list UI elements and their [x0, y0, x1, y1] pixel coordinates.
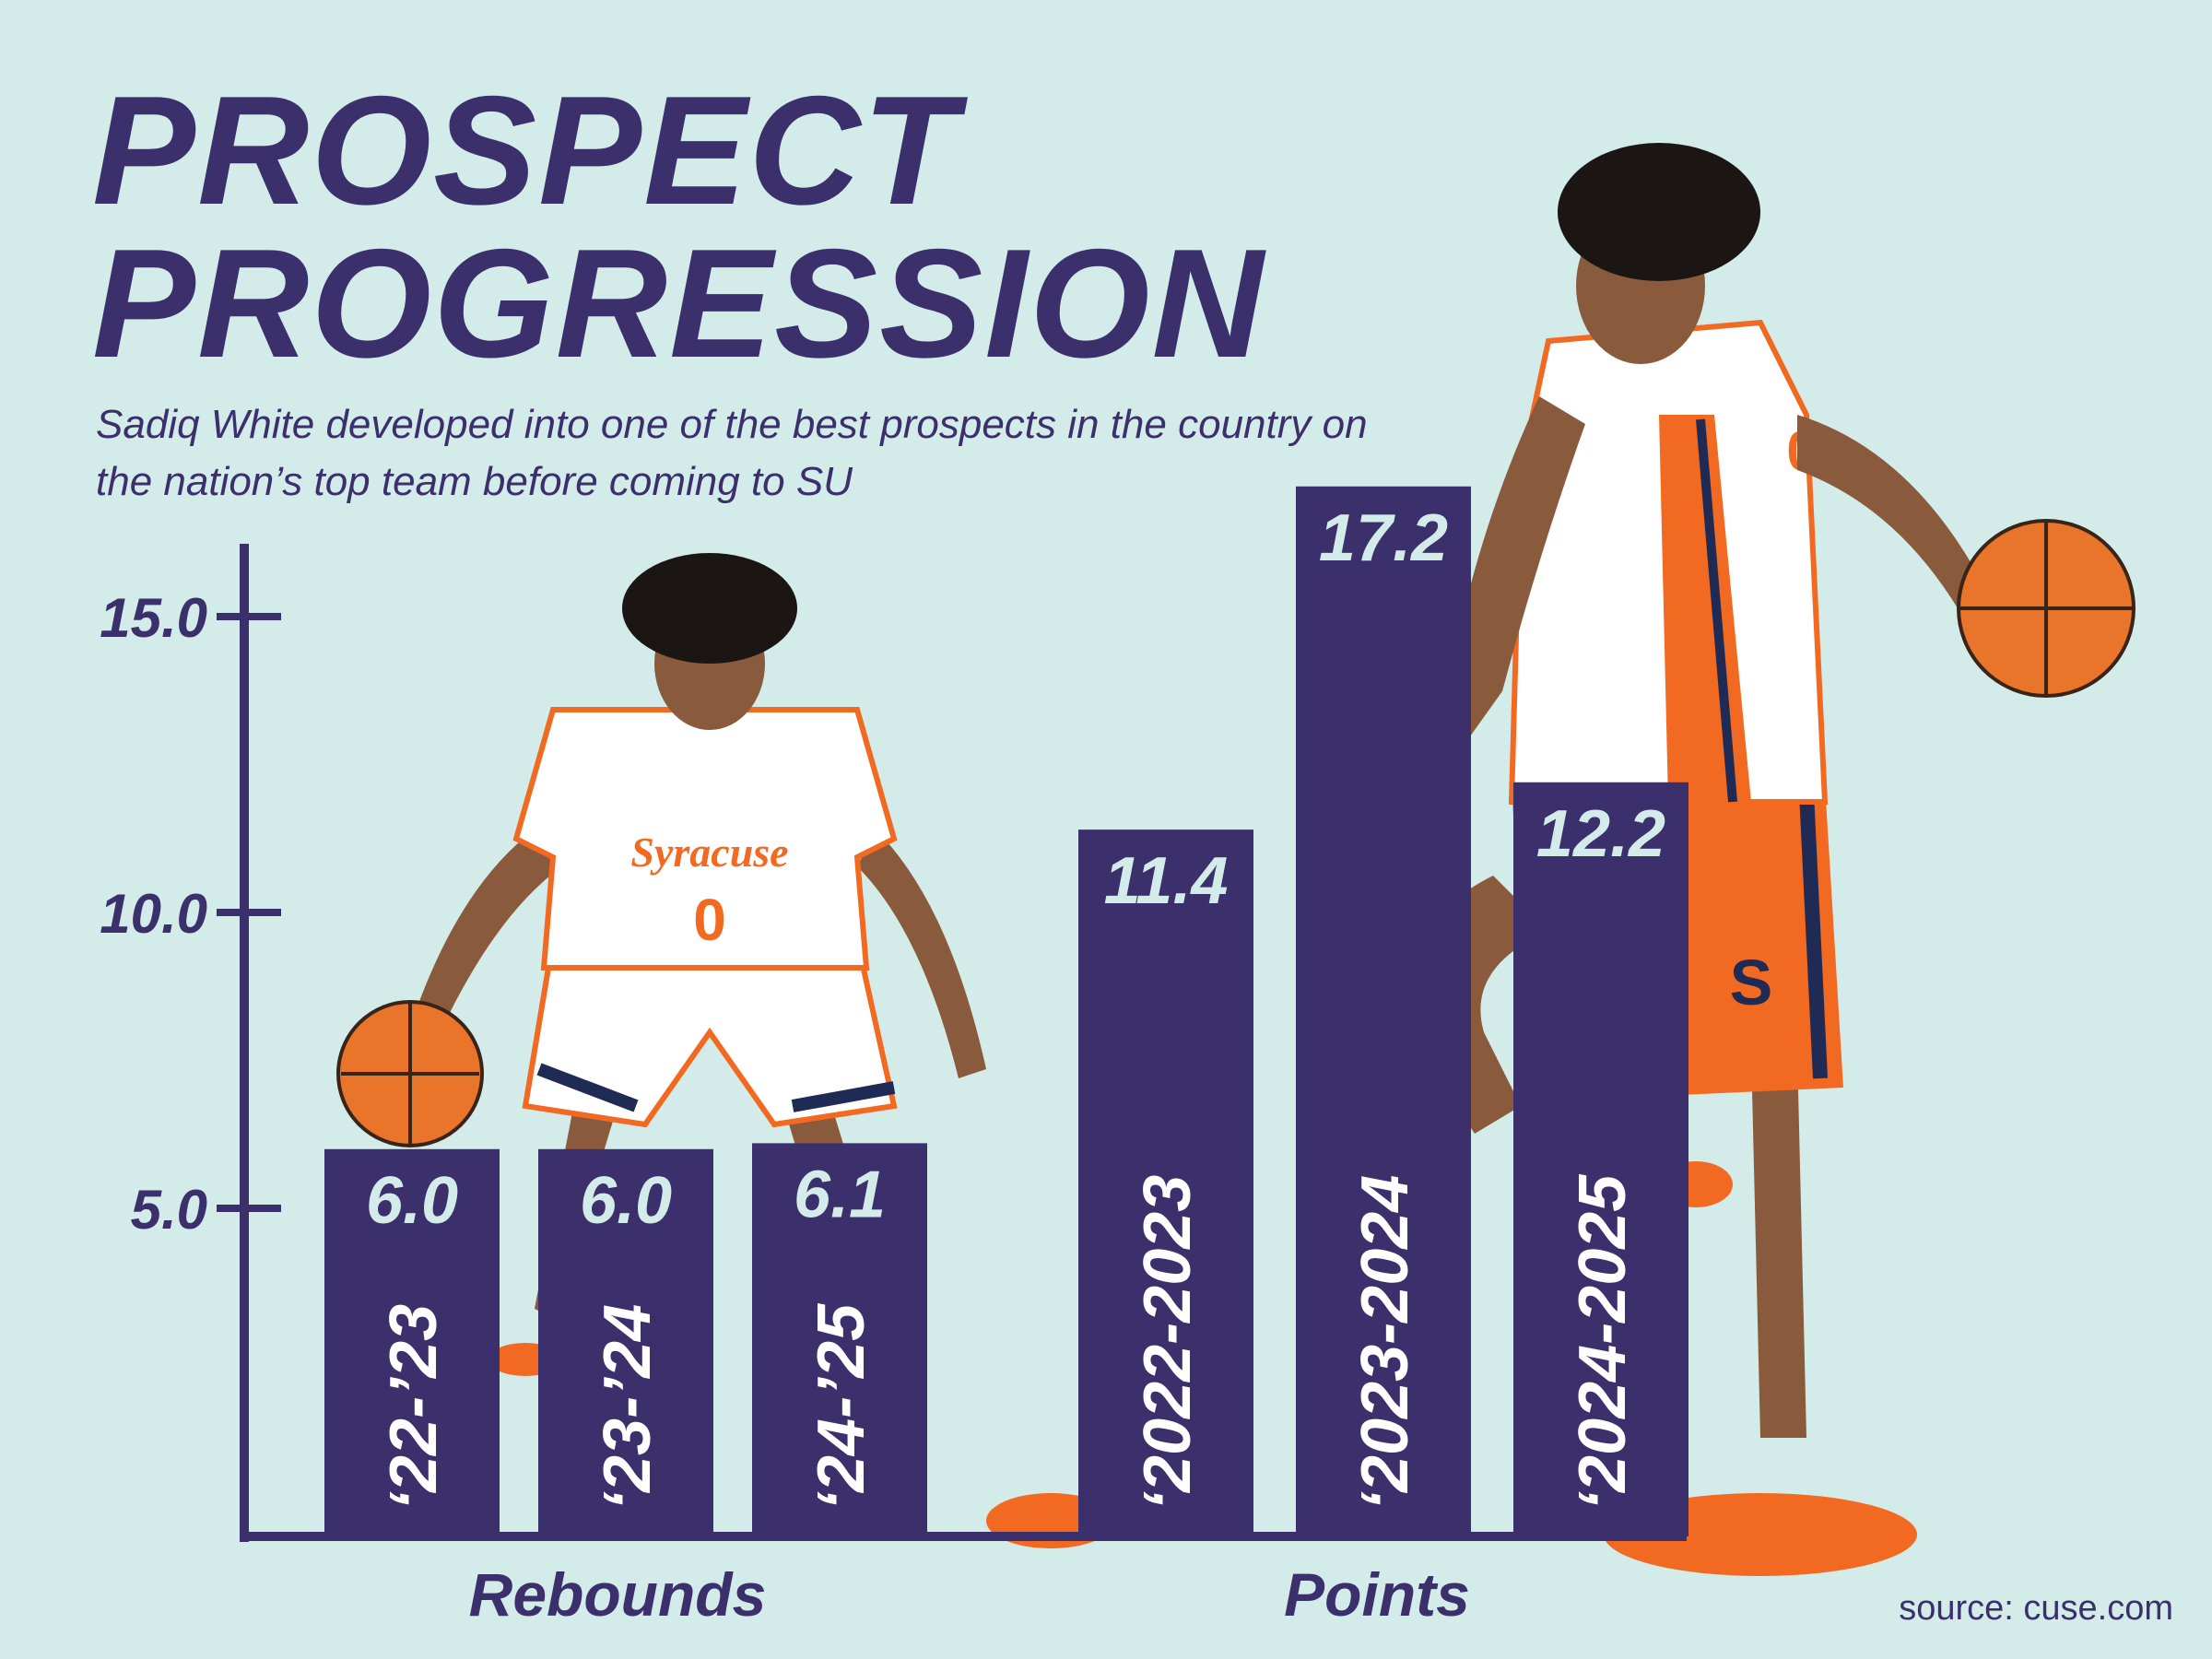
- y-tick-label: 15.0: [100, 587, 207, 649]
- bar-value-label: 12.2: [1536, 797, 1665, 871]
- bar-category-label: ‘2024-2025: [1566, 1174, 1640, 1511]
- group-label: Points: [1284, 1560, 1470, 1629]
- bar-category-label: ‘22-’23: [377, 1304, 451, 1511]
- bar-value-label: 11.4: [1104, 844, 1229, 918]
- svg-text:0: 0: [693, 887, 726, 953]
- bar-category-label: ‘23-’24: [591, 1304, 665, 1511]
- bar-category-label: ‘24-’25: [805, 1303, 878, 1511]
- y-tick-label: 5.0: [131, 1179, 207, 1241]
- chart-subtitle: Sadiq White developed into one of the be…: [96, 402, 1368, 504]
- bar-category-label: ‘2023-2024: [1348, 1175, 1422, 1511]
- chart-title: PROSPECT PROGRESSION: [92, 64, 1265, 390]
- svg-text:S: S: [1730, 947, 1773, 1018]
- svg-text:Syracuse: Syracuse: [630, 829, 788, 876]
- bar: [752, 1143, 927, 1536]
- bar: [1078, 830, 1253, 1536]
- bar-category-label: ‘2022-2023: [1131, 1175, 1205, 1511]
- group-label: Rebounds: [469, 1560, 767, 1629]
- y-tick-label: 10.0: [100, 883, 207, 945]
- bar-value-label: 6.0: [366, 1164, 458, 1238]
- bar: [538, 1148, 713, 1536]
- source-note: source: cuse.com: [1899, 1589, 2173, 1628]
- bar-value-label: 17.2: [1319, 501, 1448, 575]
- bar: [1513, 782, 1688, 1536]
- bar: [1296, 486, 1471, 1536]
- bar: [324, 1148, 500, 1536]
- bar-value-label: 6.0: [580, 1164, 672, 1238]
- bar-value-label: 6.1: [794, 1158, 886, 1231]
